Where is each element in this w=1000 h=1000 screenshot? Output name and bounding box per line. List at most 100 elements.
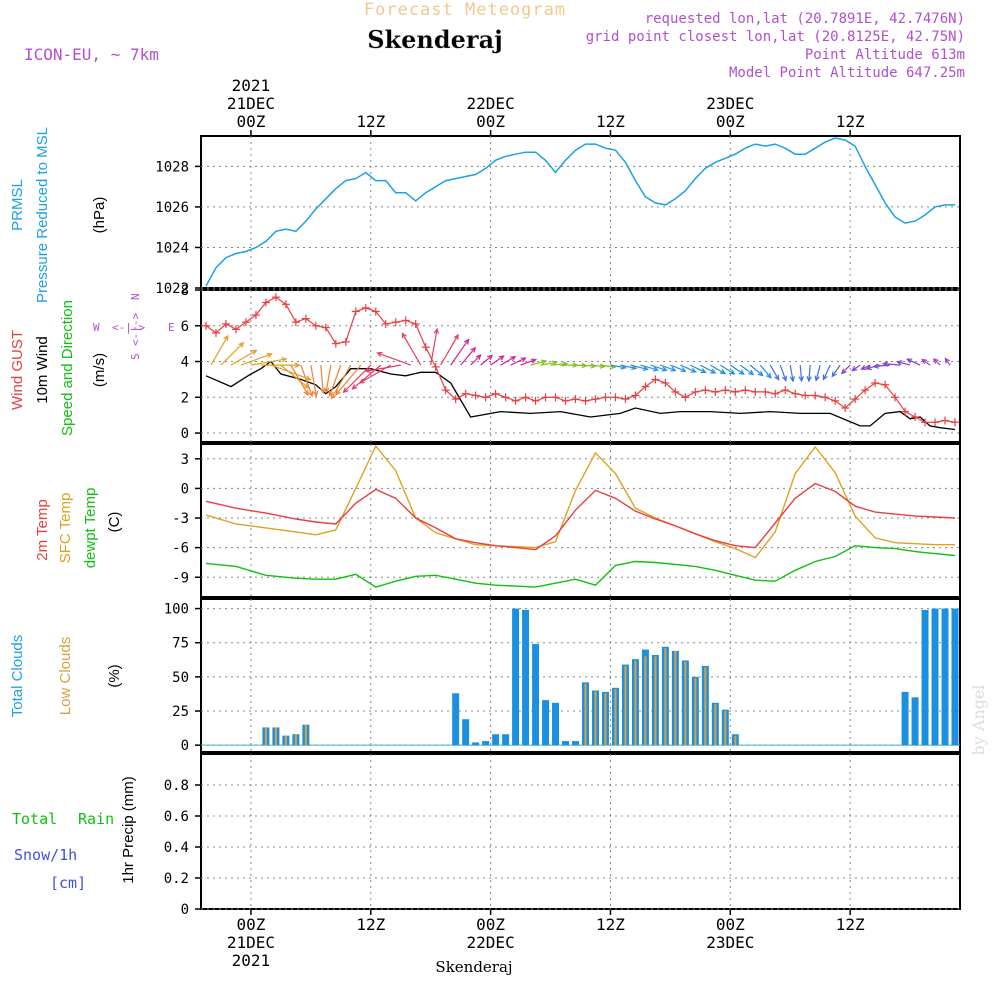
total-cloud-bar xyxy=(951,608,959,746)
gust-marker xyxy=(471,391,480,400)
wind-arrow-head xyxy=(798,376,804,383)
low-cloud-bar xyxy=(264,727,267,746)
wind-arrow-shaft xyxy=(329,364,342,396)
compass-n: N xyxy=(129,293,142,300)
wind-arrow-shaft xyxy=(680,364,696,373)
wind-arrow-shaft xyxy=(873,364,891,368)
gust-marker xyxy=(361,303,370,312)
location-title: Skenderaj xyxy=(367,25,503,54)
wind-arrow xyxy=(376,351,411,366)
wind-arrow xyxy=(320,365,326,395)
wind-arrow-head xyxy=(806,376,812,383)
wind-panel-labels: Wind GUST 10m Wind Speed and Direction (… xyxy=(9,293,175,436)
y-tick-label: 100 xyxy=(164,602,189,618)
total-cloud-bar xyxy=(562,741,570,746)
wind-arrow-head xyxy=(944,357,951,364)
gust-marker xyxy=(701,386,710,395)
y-tick-label: 0.2 xyxy=(164,871,189,887)
y-tick-label: 1028 xyxy=(155,159,189,175)
gust-marker xyxy=(671,387,680,396)
wind-arrow-shaft xyxy=(460,347,476,366)
gust-marker xyxy=(381,319,390,328)
y-tick-label: 1026 xyxy=(155,200,189,216)
wind-arrow-head xyxy=(364,367,372,374)
top-hour-label: 00Z xyxy=(716,112,745,131)
wind-arrow xyxy=(690,364,707,374)
wind-arrow-shaft xyxy=(933,358,941,366)
wind-arrow-head xyxy=(865,364,872,371)
wind-arrow-head xyxy=(881,361,889,367)
product-title: Forecast Meteogram xyxy=(364,0,566,20)
wind-arrow-head xyxy=(330,393,337,400)
wind-arrow-shaft xyxy=(700,364,716,374)
gust-marker xyxy=(461,389,470,398)
low-cloud-bar xyxy=(634,660,637,746)
wind-arrow-head xyxy=(652,366,660,372)
wind-arrow xyxy=(300,364,314,398)
wind-arrow-shaft xyxy=(808,365,811,381)
gust-marker xyxy=(891,393,900,402)
gust-marker xyxy=(661,378,670,387)
gust-marker xyxy=(741,386,750,395)
low-cloud-bar xyxy=(594,691,597,746)
wind-arrow-head xyxy=(510,356,517,362)
wind-arrow-head xyxy=(932,357,939,364)
panel-1: 1022 1024 1026 1028 xyxy=(155,135,961,297)
gust-marker xyxy=(251,311,260,320)
wind-arrow-head xyxy=(710,368,717,374)
wind-arrow-shaft xyxy=(907,358,921,366)
wind-arrow xyxy=(719,364,736,375)
point-altitude: Point Altitude 613m xyxy=(805,47,965,63)
gust-marker xyxy=(241,318,250,327)
wind-arrow-shaft xyxy=(620,364,637,369)
top-hour-label: 00Z xyxy=(236,112,265,131)
wind-arrow-head xyxy=(453,333,459,340)
wind-arrow-shaft xyxy=(590,364,605,368)
y-tick-label: 50 xyxy=(172,670,189,686)
total-cloud-bar xyxy=(941,608,949,746)
wind-arrow-shaft xyxy=(490,355,504,366)
wind-arrow xyxy=(840,364,851,375)
wind-arrow xyxy=(806,365,812,383)
bottom-hour-label: 12Z xyxy=(836,915,865,934)
wind-arrow-shaft xyxy=(250,358,287,366)
gust-marker xyxy=(841,404,850,413)
wind-arrow-shaft xyxy=(230,349,257,366)
wind-arrow-head xyxy=(351,384,358,390)
wind-arrow xyxy=(640,364,660,372)
wind-arrow xyxy=(480,354,494,366)
wind-arrow-head xyxy=(748,369,755,376)
low-cloud-bar xyxy=(604,693,607,746)
wind-arrow-head xyxy=(312,390,319,398)
wind-arrow xyxy=(779,364,787,382)
wind-arrow-head xyxy=(822,374,828,381)
bottom-day-label: 22DEC xyxy=(467,933,515,952)
gust-marker xyxy=(911,412,920,421)
wind-arrow-shaft xyxy=(210,335,229,366)
wind-arrow-shaft xyxy=(610,364,626,369)
gust-marker xyxy=(391,318,400,327)
gust-marker xyxy=(731,387,740,396)
wind-arrow-shaft xyxy=(729,364,745,375)
wind-arrow-head xyxy=(463,338,470,345)
wind-arrow xyxy=(822,364,831,381)
wind-arrow xyxy=(881,361,901,367)
wind-arrow-head xyxy=(729,369,736,375)
wind-arrow xyxy=(851,364,861,372)
wind-arrow-shaft xyxy=(580,364,596,367)
wind-arrow xyxy=(700,364,717,374)
y-tick-label: 4 xyxy=(181,355,189,371)
panel-5: 0.8 0.6 0.4 0.2 0 xyxy=(164,753,961,918)
low-cloud-bar xyxy=(274,727,277,746)
wind-arrow-head xyxy=(895,360,903,366)
wind-unit: (m/s) xyxy=(91,353,108,387)
wind-arrow xyxy=(324,365,332,394)
wind-arrow xyxy=(739,364,755,376)
gust-marker xyxy=(541,393,550,402)
wind-arrow-shaft xyxy=(897,361,911,366)
top-day-label: 22DEC xyxy=(467,94,515,113)
wind-arrow-shaft xyxy=(343,364,372,393)
total-cloud-bar xyxy=(901,691,909,746)
wind-arrow-head xyxy=(328,390,334,397)
wind-arrow-head xyxy=(774,374,780,381)
